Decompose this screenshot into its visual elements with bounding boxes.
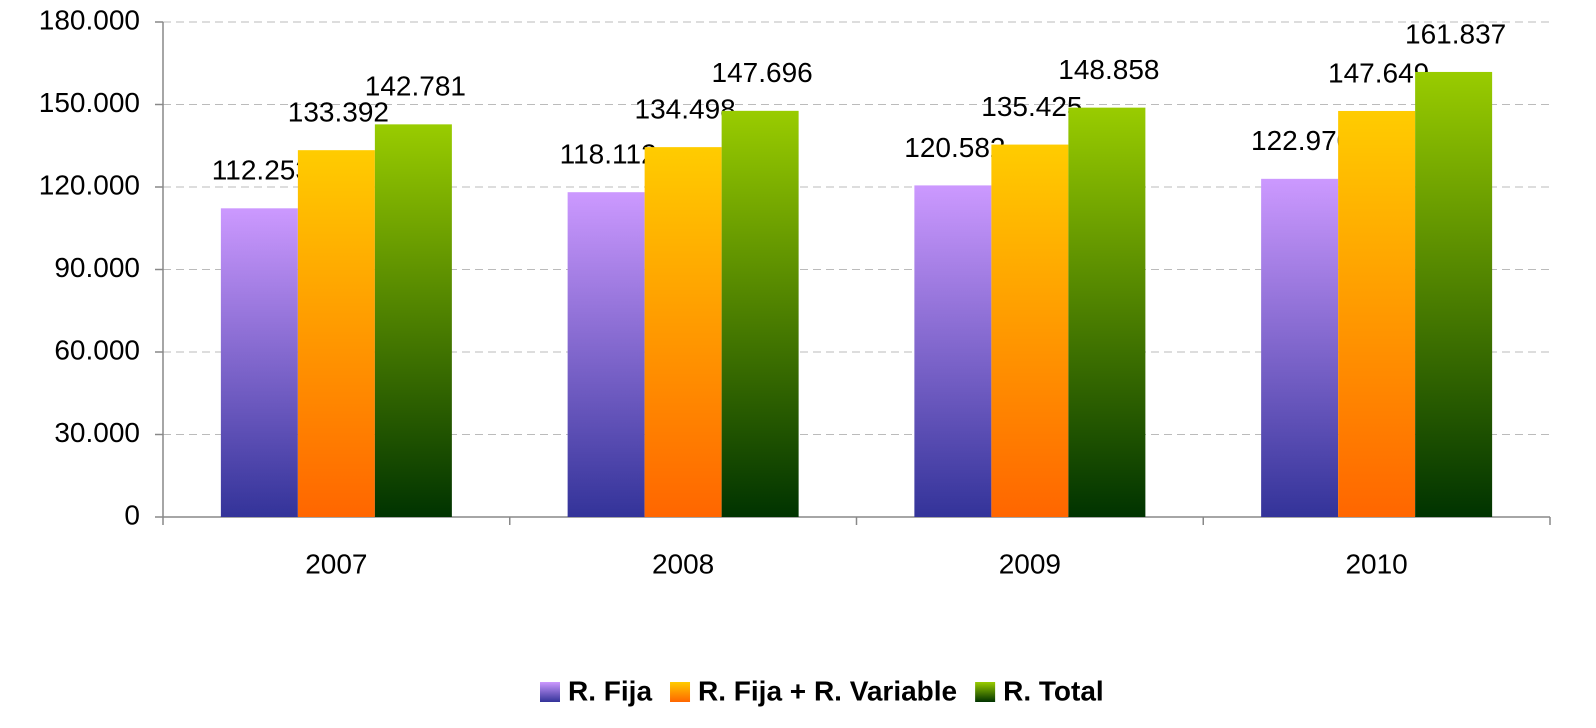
value-label: 133.392 bbox=[288, 97, 389, 128]
bar bbox=[1261, 178, 1339, 517]
bar bbox=[1338, 110, 1416, 518]
bar bbox=[1415, 71, 1493, 518]
legend-label: R. Fija + R. Variable bbox=[698, 675, 957, 706]
y-tick-label: 30.000 bbox=[54, 417, 140, 448]
bar bbox=[374, 124, 452, 518]
legend-label: R. Total bbox=[1003, 675, 1104, 706]
value-label: 112.253 bbox=[212, 155, 311, 186]
x-tick-label: 2010 bbox=[1345, 548, 1407, 579]
value-label: 120.582 bbox=[904, 132, 1005, 163]
bar bbox=[297, 150, 375, 517]
value-label: 147.649 bbox=[1328, 57, 1429, 88]
y-tick-label: 150.000 bbox=[39, 87, 140, 118]
value-label: 135.425 bbox=[981, 91, 1082, 122]
value-label: 122.970 bbox=[1251, 125, 1352, 156]
value-label: 148.858 bbox=[1058, 54, 1159, 85]
legend-swatch bbox=[540, 682, 560, 702]
x-tick-label: 2008 bbox=[652, 548, 714, 579]
y-tick-label: 120.000 bbox=[39, 169, 140, 200]
value-label: 161.837 bbox=[1405, 18, 1506, 49]
y-tick-label: 180.000 bbox=[39, 4, 140, 35]
bar bbox=[567, 192, 645, 517]
legend-label: R. Fija bbox=[568, 675, 652, 706]
bar bbox=[220, 208, 298, 517]
legend-swatch bbox=[670, 682, 691, 702]
y-tick-label: 60.000 bbox=[54, 334, 140, 365]
x-tick-label: 2009 bbox=[999, 548, 1061, 579]
y-tick-label: 90.000 bbox=[54, 252, 140, 283]
bar bbox=[721, 110, 799, 517]
value-label: 147.696 bbox=[712, 57, 813, 88]
value-label: 134.498 bbox=[635, 94, 736, 125]
bar bbox=[914, 185, 992, 517]
value-label: 118.112 bbox=[560, 139, 657, 170]
x-tick-label: 2007 bbox=[305, 548, 367, 579]
bar bbox=[644, 147, 722, 517]
bar bbox=[1068, 107, 1146, 517]
value-label: 142.781 bbox=[365, 71, 466, 102]
y-tick-label: 0 bbox=[124, 499, 140, 530]
legend-swatch bbox=[975, 682, 996, 702]
bar bbox=[991, 144, 1069, 518]
